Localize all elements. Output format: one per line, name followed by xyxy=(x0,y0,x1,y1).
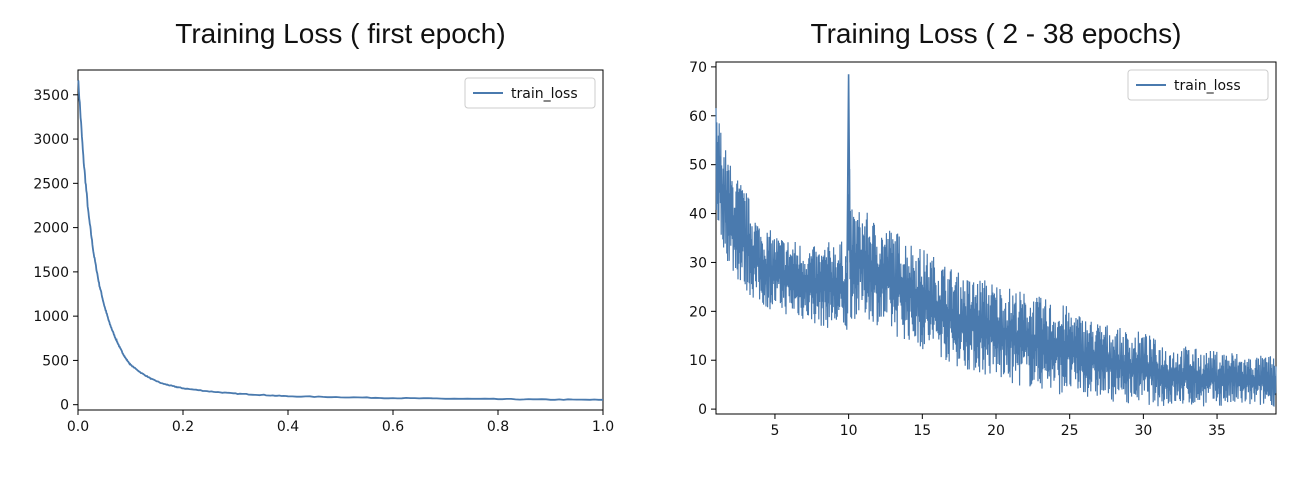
left-y-tick-label: 3000 xyxy=(33,132,69,148)
left-y-tick-label: 2000 xyxy=(33,221,69,237)
right-y-tick-label: 0 xyxy=(698,402,707,418)
left-x-tick-label: 0.6 xyxy=(382,419,404,435)
left-y-tick-label: 3500 xyxy=(33,88,69,104)
right-legend-box xyxy=(1127,69,1269,101)
right-x-tick-label: 10 xyxy=(840,423,858,439)
right-y-tick-label: 10 xyxy=(689,353,707,369)
left-y-tick-label: 1000 xyxy=(33,309,69,325)
right-y-tick-label: 30 xyxy=(689,255,707,271)
left-y-tick-label: 1500 xyxy=(33,265,69,281)
right-series-spike xyxy=(846,74,851,263)
left-x-tick-label: 0.2 xyxy=(172,419,194,435)
left-x-tick-label: 0.0 xyxy=(67,419,89,435)
left-y-tick-label: 2500 xyxy=(33,176,69,192)
left-plot-frame xyxy=(77,69,604,411)
right-x-tick-label: 15 xyxy=(913,423,931,439)
right-y-tick-label: 40 xyxy=(689,207,707,223)
left-legend-label: train_loss xyxy=(511,86,578,102)
left-x-tick-label: 0.4 xyxy=(277,419,299,435)
right-x-tick-label: 30 xyxy=(1134,423,1152,439)
left-legend-box xyxy=(464,77,596,109)
right-x-tick-label: 25 xyxy=(1061,423,1079,439)
right-legend-label: train_loss xyxy=(1174,78,1241,94)
left-series-train-loss xyxy=(77,79,603,401)
left-x-tick-label: 0.8 xyxy=(487,419,509,435)
right-x-tick-label: 5 xyxy=(770,423,779,439)
right-x-tick-label: 20 xyxy=(987,423,1005,439)
right-y-tick-label: 70 xyxy=(689,60,707,76)
left-y-tick-label: 500 xyxy=(42,353,69,369)
right-y-tick-label: 60 xyxy=(689,109,707,125)
left-x-tick-label: 1.0 xyxy=(592,419,614,435)
chart-title-2-38-epochs: Training Loss ( 2 - 38 epochs) xyxy=(810,18,1182,49)
left-y-tick-label: 0 xyxy=(60,398,69,414)
right-y-tick-label: 20 xyxy=(689,304,707,320)
chart-title-first-epoch: Training Loss ( first epoch) xyxy=(175,18,506,49)
right-series-train-loss xyxy=(715,108,1277,407)
right-y-tick-label: 50 xyxy=(689,158,707,174)
chart-first-epoch: 0.0 0.2 0.4 0.6 0.8 1.0 0 500 1000 1500 2000 2500 30… xyxy=(33,69,614,435)
right-x-tick-label: 35 xyxy=(1208,423,1226,439)
